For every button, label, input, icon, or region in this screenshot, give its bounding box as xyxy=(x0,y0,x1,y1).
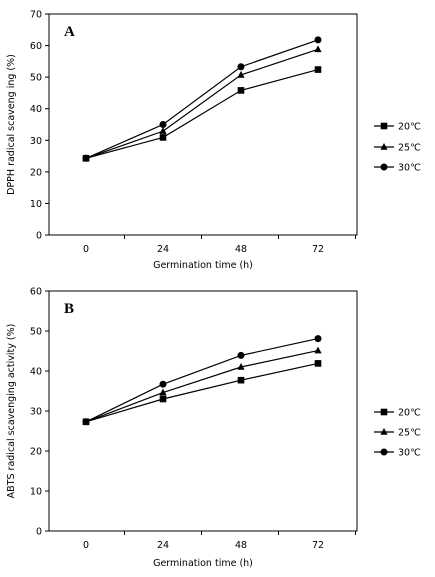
data-point xyxy=(237,87,245,94)
y-tick-label: 0 xyxy=(36,527,42,538)
x-tick-label: 48 xyxy=(235,540,247,551)
data-point xyxy=(159,121,167,128)
legend-label: 20℃ xyxy=(398,408,421,419)
data-point xyxy=(159,127,167,134)
legend-marker xyxy=(380,163,388,171)
legend-marker xyxy=(380,448,388,456)
chart-panel-A: 0 10 20 30 40 50 60 70 0 24 48 72 Germination time (… xyxy=(6,10,421,272)
y-axis-label: DPPH radical scaveng ing (%) xyxy=(6,54,17,195)
x-tick-label: 24 xyxy=(157,244,169,255)
y-tick-label: 20 xyxy=(30,447,42,458)
y-tick-label: 60 xyxy=(30,41,42,52)
legend-label: 25℃ xyxy=(398,428,421,439)
series-line-30℃ xyxy=(85,338,319,423)
legend-marker xyxy=(380,122,388,130)
data-point xyxy=(159,134,167,141)
panel-label: B xyxy=(64,301,74,317)
data-point xyxy=(159,388,167,396)
data-point xyxy=(314,36,322,44)
series-line-30℃ xyxy=(85,39,319,159)
y-tick-label: 10 xyxy=(30,199,42,210)
series-line-20℃ xyxy=(85,68,319,159)
series-line-25℃ xyxy=(85,350,319,423)
x-tick-label: 72 xyxy=(312,244,324,255)
x-tick-label: 24 xyxy=(157,540,169,551)
x-tick-label: 72 xyxy=(312,540,324,551)
x-tick-label: 0 xyxy=(83,244,89,255)
data-point xyxy=(159,395,167,403)
data-point xyxy=(82,154,90,162)
legend-marker xyxy=(380,408,388,416)
legend-label: 20℃ xyxy=(398,122,421,133)
plot-frame xyxy=(48,290,358,532)
data-point xyxy=(237,376,245,384)
y-tick-label: 40 xyxy=(30,367,42,378)
y-tick-label: 40 xyxy=(30,104,42,115)
y-tick-label: 20 xyxy=(30,167,42,178)
series-line-20℃ xyxy=(85,362,319,423)
data-point xyxy=(82,418,90,426)
y-tick-label: 30 xyxy=(30,407,42,418)
series-line-25℃ xyxy=(85,48,319,159)
x-tick-label: 0 xyxy=(83,540,89,551)
panel-label: A xyxy=(64,24,75,40)
data-point xyxy=(237,363,245,370)
data-point xyxy=(237,351,245,359)
y-axis-label: ABTS radical scavenging activity (%) xyxy=(6,324,17,499)
data-point xyxy=(314,335,322,343)
data-point xyxy=(159,380,167,388)
x-tick-label: 48 xyxy=(235,244,247,255)
legend-label: 25℃ xyxy=(398,143,421,154)
legend-marker xyxy=(380,428,388,435)
y-tick-label: 30 xyxy=(30,136,42,147)
data-point xyxy=(237,70,245,78)
legend-label: 30℃ xyxy=(398,163,421,174)
legend-label: 30℃ xyxy=(398,448,421,459)
data-point xyxy=(237,63,245,71)
data-point xyxy=(314,346,322,354)
data-point xyxy=(314,66,322,73)
y-tick-label: 50 xyxy=(30,327,42,338)
x-axis-label: Germination time (h) xyxy=(153,558,253,569)
chart-panel-B: 0 10 20 30 40 50 60 0 24 48 72 Germination time (h)… xyxy=(6,287,421,570)
data-point xyxy=(314,45,322,53)
data-point xyxy=(314,360,322,367)
y-tick-label: 10 xyxy=(30,487,42,498)
y-tick-label: 70 xyxy=(30,10,42,21)
legend-marker xyxy=(380,143,388,150)
x-axis-label: Germination time (h) xyxy=(153,260,253,271)
y-tick-label: 0 xyxy=(36,231,42,242)
plot-frame xyxy=(48,13,358,236)
y-tick-label: 60 xyxy=(30,287,42,298)
y-tick-label: 50 xyxy=(30,73,42,84)
